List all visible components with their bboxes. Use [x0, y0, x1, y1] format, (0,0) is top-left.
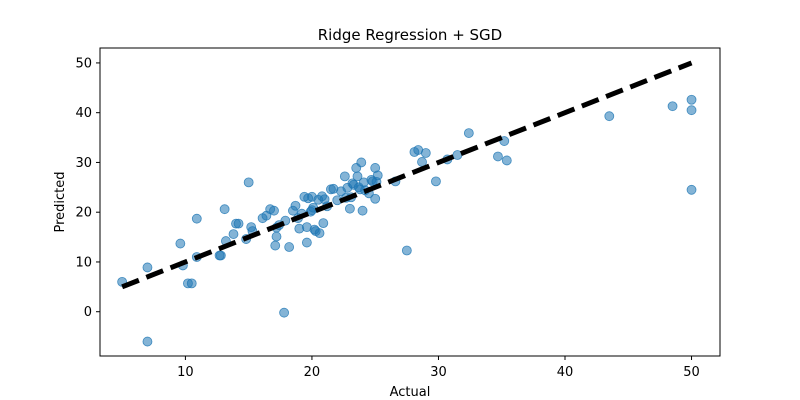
data-point [686, 184, 697, 195]
data-point [142, 336, 153, 347]
plot-area-frame [99, 47, 721, 357]
data-point [284, 242, 295, 252]
y-tick-label: 40 [75, 106, 92, 121]
x-tick-label: 10 [177, 365, 194, 380]
y-tick-label: 10 [75, 255, 92, 270]
data-point [344, 203, 355, 214]
data-point [463, 128, 474, 138]
x-tick-label: 40 [557, 365, 574, 380]
data-point [243, 177, 254, 188]
data-point [667, 101, 678, 112]
data-point [279, 307, 290, 318]
data-point [142, 262, 153, 273]
y-tick-label: 50 [75, 56, 92, 71]
data-point [314, 228, 325, 239]
data-point [215, 250, 226, 261]
data-point [186, 278, 197, 289]
scatter-points [117, 94, 697, 347]
data-point [501, 155, 512, 166]
y-axis-ticks: 0 10 20 30 40 50 [75, 56, 100, 320]
x-tick-label: 50 [683, 365, 700, 380]
data-point [352, 171, 363, 182]
y-axis-label: Predicted [53, 171, 68, 232]
x-axis-ticks: 10 20 30 40 50 [177, 356, 700, 380]
y-tick-label: 30 [75, 156, 92, 171]
data-point [372, 170, 383, 181]
y-tick-label: 0 [84, 305, 92, 320]
data-point [175, 238, 186, 249]
data-point [270, 240, 281, 251]
data-point [228, 229, 239, 239]
x-tick-label: 30 [430, 365, 447, 380]
data-point [191, 213, 202, 224]
data-point [370, 193, 381, 204]
y-tick-label: 20 [75, 206, 92, 221]
data-point [604, 111, 615, 122]
data-point [271, 231, 282, 242]
data-point [233, 218, 244, 229]
data-point [357, 205, 368, 216]
data-point [219, 204, 230, 215]
data-point [431, 176, 441, 187]
x-tick-label: 20 [304, 365, 321, 380]
data-point [686, 94, 697, 105]
data-point [339, 171, 350, 182]
data-point [401, 245, 412, 256]
data-point [290, 200, 301, 211]
x-axis-label: Actual [390, 385, 431, 400]
data-point [318, 218, 329, 229]
data-point [301, 237, 312, 248]
data-point [420, 148, 431, 158]
reference-line [121, 60, 693, 290]
data-point [493, 151, 503, 162]
chart-title: Ridge Regression + SGD [318, 26, 502, 44]
data-point [356, 157, 367, 168]
data-point [686, 105, 697, 116]
reference-line-group [121, 60, 693, 290]
data-point [269, 205, 279, 216]
